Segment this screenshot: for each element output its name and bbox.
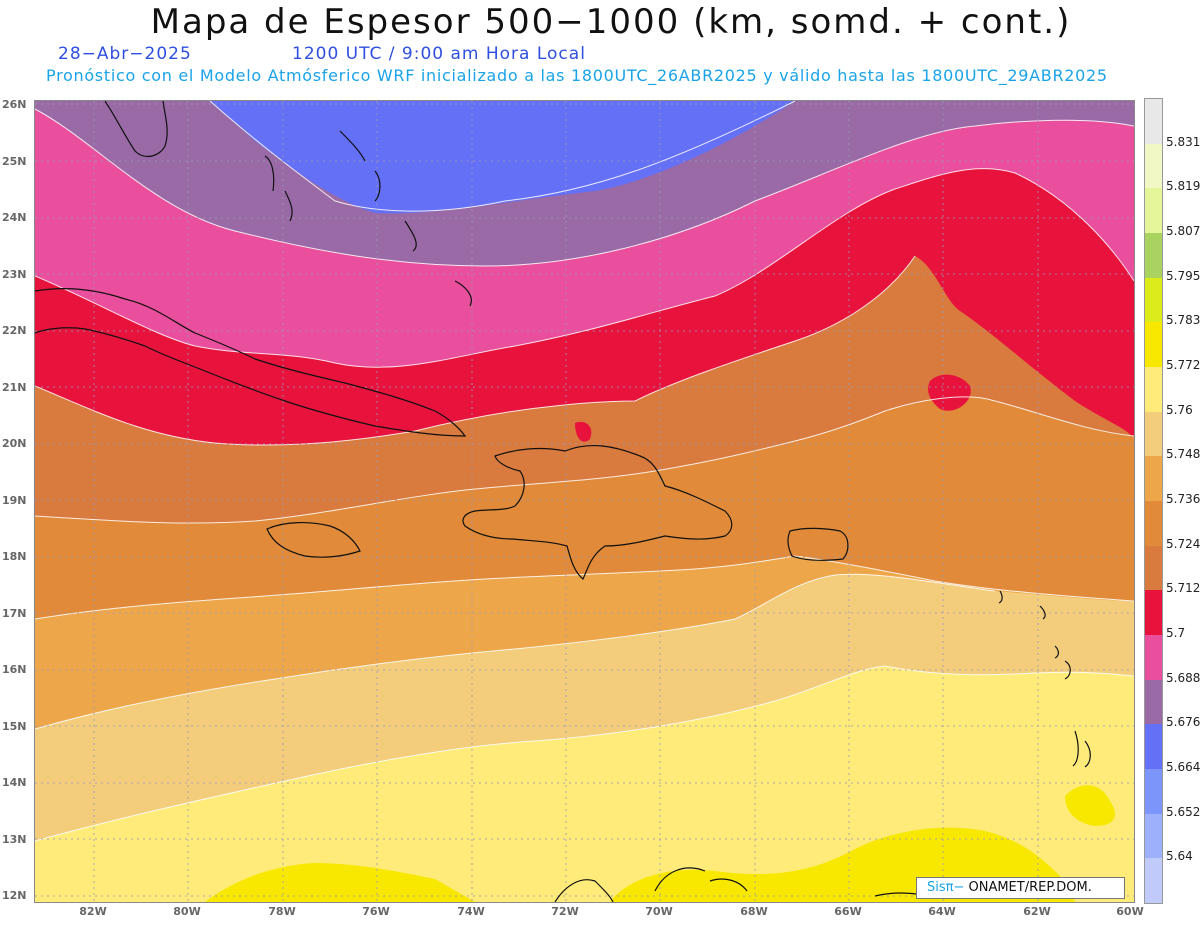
bahamas-islands <box>264 130 472 307</box>
colorbar-label: 5.76 <box>1166 402 1193 417</box>
lon-label: 78W <box>268 905 296 918</box>
band-5-772 <box>35 666 1134 902</box>
colorbar-swatch <box>1145 233 1162 279</box>
colorbar <box>1144 98 1163 904</box>
lat-label: 13N <box>2 833 27 846</box>
lesser-antilles <box>998 590 1091 768</box>
colorbar-label: 5.783 <box>1166 313 1200 328</box>
colorbar-label: 5.676 <box>1166 715 1200 730</box>
colorbar-label: 5.64 <box>1166 849 1193 864</box>
colorbar-label: 5.748 <box>1166 447 1200 462</box>
colorbar-swatch <box>1145 679 1162 725</box>
colorbar-swatch <box>1145 724 1162 770</box>
colorbar-swatch <box>1145 590 1162 636</box>
lat-label: 23N <box>2 268 27 281</box>
lat-label: 21N <box>2 381 27 394</box>
lon-label: 64W <box>928 905 956 918</box>
lon-label: 68W <box>740 905 768 918</box>
colorbar-label: 5.807 <box>1166 224 1200 238</box>
thickness-map <box>34 100 1135 903</box>
colorbar-swatch <box>1145 99 1162 145</box>
lat-label: 18N <box>2 550 27 563</box>
colorbar-swatch <box>1145 277 1162 323</box>
colorbar-swatch <box>1145 411 1162 457</box>
hispaniola-coast <box>462 445 733 580</box>
forecast-date: 28−Abr−2025 <box>58 44 192 64</box>
puerto-rico-coast <box>787 527 849 561</box>
lon-label: 72W <box>551 905 579 918</box>
lat-label: 19N <box>2 494 27 507</box>
colorbar-label: 5.819 <box>1166 179 1200 194</box>
lat-label: 15N <box>2 720 27 733</box>
credit-onamet: ONAMET/REP.DOM. <box>964 880 1092 895</box>
colorbar-swatch <box>1145 635 1162 681</box>
lon-label: 82W <box>79 905 107 918</box>
band-5-712-spot <box>575 421 592 442</box>
colorbar-swatch <box>1145 501 1162 547</box>
lat-label: 22N <box>2 324 27 337</box>
lat-label: 26N <box>2 98 27 111</box>
colorbar-label: 5.652 <box>1166 804 1200 819</box>
lat-label: 14N <box>2 776 27 789</box>
band-5-783-c <box>1065 785 1115 826</box>
south-america-coast <box>554 867 936 902</box>
colorbar-label: 5.772 <box>1166 358 1200 372</box>
colorbar-label: 5.795 <box>1166 268 1200 283</box>
jamaica-coast <box>266 521 361 558</box>
lon-label: 60W <box>1116 905 1144 918</box>
colorbar-label: 5.664 <box>1166 760 1200 774</box>
lon-label: 74W <box>457 905 485 918</box>
lat-label: 12N <box>2 889 27 902</box>
lon-label: 62W <box>1023 905 1051 918</box>
colorbar-swatch <box>1145 545 1162 591</box>
credit-sis: Sisπ− <box>927 880 965 895</box>
forecast-time: 1200 UTC / 9:00 am Hora Local <box>292 44 586 64</box>
colorbar-swatch <box>1145 322 1162 368</box>
lat-label: 17N <box>2 607 27 620</box>
colorbar-label: 5.7 <box>1166 626 1186 640</box>
band-5-676 <box>210 101 795 214</box>
credit-box: Sisπ− ONAMET/REP.DOM. <box>916 877 1125 899</box>
colorbar-swatch <box>1145 367 1162 413</box>
lat-label: 16N <box>2 663 27 676</box>
colorbar-swatch <box>1145 143 1162 189</box>
band-5-783 <box>205 863 475 902</box>
gridlines <box>35 101 1134 902</box>
colorbar-swatch <box>1145 769 1162 815</box>
colorbar-label: 5.712 <box>1166 581 1200 596</box>
florida-coast <box>104 101 168 158</box>
lat-label: 20N <box>2 437 27 450</box>
lon-label: 70W <box>645 905 673 918</box>
model-subtitle: Pronóstico con el Modelo Atmósferico WRF… <box>46 66 1108 85</box>
colorbar-label: 5.688 <box>1166 670 1200 685</box>
colorbar-swatch <box>1145 858 1162 904</box>
lon-label: 76W <box>362 905 390 918</box>
colorbar-label: 5.831 <box>1166 134 1200 149</box>
map-title: Mapa de Espesor 500−1000 (km, somd. + co… <box>150 2 1072 42</box>
colorbar-label: 5.736 <box>1166 492 1200 506</box>
cuba-coast <box>35 288 467 437</box>
band-5-712-spot-2 <box>928 374 971 411</box>
colorbar-swatch <box>1145 813 1162 859</box>
colorbar-label: 5.724 <box>1166 536 1200 551</box>
colorbar-swatch <box>1145 456 1162 502</box>
lat-label: 25N <box>2 155 27 168</box>
colorbar-swatch <box>1145 188 1162 234</box>
lat-label: 24N <box>2 211 27 224</box>
thickness-map-svg <box>35 101 1134 902</box>
lon-label: 66W <box>834 905 862 918</box>
lon-label: 80W <box>173 905 201 918</box>
coastlines <box>35 101 1091 902</box>
